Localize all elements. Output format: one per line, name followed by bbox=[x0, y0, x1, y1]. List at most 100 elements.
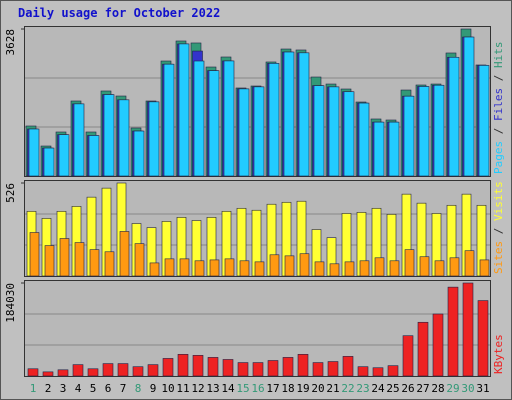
bar bbox=[149, 262, 160, 277]
x-tick-label: 20 bbox=[311, 382, 324, 395]
y-tick-label: 184030 bbox=[4, 283, 17, 323]
x-tick-label: 1 bbox=[30, 382, 37, 395]
bar bbox=[387, 365, 399, 377]
bar bbox=[358, 102, 370, 177]
x-tick-label: 24 bbox=[371, 382, 385, 395]
x-tick-label: 3 bbox=[60, 382, 67, 395]
bar bbox=[372, 367, 384, 377]
bar bbox=[192, 355, 204, 377]
x-tick-label: 26 bbox=[401, 382, 414, 395]
bar bbox=[479, 259, 490, 277]
bar bbox=[179, 258, 190, 277]
bar bbox=[404, 249, 415, 277]
bar bbox=[224, 258, 235, 277]
bar bbox=[194, 260, 205, 277]
bar bbox=[253, 86, 265, 177]
x-tick-label: 4 bbox=[75, 382, 82, 395]
legend-separator: / bbox=[492, 68, 505, 88]
bar bbox=[314, 261, 325, 277]
x-tick-label: 17 bbox=[266, 382, 279, 395]
bar bbox=[478, 65, 490, 177]
bar bbox=[103, 94, 115, 177]
legend-entry: Hits bbox=[492, 42, 505, 69]
x-tick-label: 2 bbox=[45, 382, 52, 395]
bar bbox=[267, 360, 279, 377]
bar bbox=[297, 354, 309, 377]
y-tick-label: 526 bbox=[4, 183, 17, 203]
bar bbox=[43, 147, 55, 177]
bar bbox=[117, 363, 129, 377]
x-tick-label: 10 bbox=[161, 382, 174, 395]
bar bbox=[237, 362, 249, 377]
bar bbox=[254, 261, 265, 277]
bar bbox=[374, 257, 385, 277]
bar bbox=[463, 36, 475, 177]
bar bbox=[449, 257, 460, 277]
bar bbox=[327, 361, 339, 377]
x-tick-label: 19 bbox=[296, 382, 309, 395]
bar bbox=[239, 260, 250, 277]
bar bbox=[417, 321, 429, 377]
bar bbox=[462, 282, 474, 377]
x-tick-label: 9 bbox=[150, 382, 157, 395]
bar bbox=[299, 253, 310, 277]
bar bbox=[402, 335, 414, 377]
panel bbox=[24, 280, 491, 377]
x-tick-label: 18 bbox=[281, 382, 294, 395]
bar bbox=[238, 88, 250, 177]
bar bbox=[72, 364, 84, 377]
bar bbox=[298, 52, 310, 177]
bar bbox=[163, 63, 175, 177]
bar bbox=[388, 121, 400, 177]
bar bbox=[164, 258, 175, 277]
bar bbox=[268, 63, 280, 177]
x-tick-label: 14 bbox=[221, 382, 235, 395]
bar bbox=[343, 91, 355, 177]
bar bbox=[464, 250, 475, 277]
x-tick-label: 5 bbox=[90, 382, 97, 395]
bar bbox=[74, 242, 85, 277]
bar bbox=[28, 128, 40, 177]
x-tick-label: 22 bbox=[341, 382, 354, 395]
bar bbox=[29, 232, 40, 277]
x-tick-label: 8 bbox=[135, 382, 142, 395]
x-tick-label: 25 bbox=[386, 382, 399, 395]
bar bbox=[133, 130, 145, 177]
bar bbox=[434, 260, 445, 277]
x-tick-label: 13 bbox=[206, 382, 219, 395]
bar bbox=[119, 231, 130, 277]
bar bbox=[313, 85, 325, 177]
bar bbox=[193, 60, 205, 177]
bar bbox=[403, 95, 415, 177]
legend: Sites / Visits bbox=[492, 181, 505, 274]
legend-entry: Files bbox=[492, 88, 505, 121]
bar bbox=[447, 286, 459, 377]
bar bbox=[328, 86, 340, 177]
bar bbox=[283, 51, 295, 177]
bar bbox=[73, 103, 85, 177]
bar bbox=[252, 362, 264, 377]
x-tick-label: 30 bbox=[461, 382, 474, 395]
bar bbox=[284, 255, 295, 277]
bar bbox=[373, 121, 385, 177]
x-tick-label: 29 bbox=[446, 382, 459, 395]
bar bbox=[148, 101, 160, 177]
bar bbox=[269, 254, 280, 277]
x-tick-label: 7 bbox=[120, 382, 127, 395]
legend-separator: / bbox=[492, 221, 505, 241]
legend: KBytes bbox=[492, 334, 505, 374]
bar bbox=[104, 251, 115, 277]
bar bbox=[432, 313, 444, 377]
bar bbox=[58, 134, 70, 177]
legend-entry: Sites bbox=[492, 241, 505, 274]
x-tick-label: 28 bbox=[431, 382, 444, 395]
legend-entry: Pages bbox=[492, 141, 505, 174]
x-tick-label: 27 bbox=[416, 382, 429, 395]
bar bbox=[418, 86, 430, 177]
legend-entry: Visits bbox=[492, 181, 505, 221]
bar bbox=[344, 261, 355, 277]
bar bbox=[178, 43, 190, 177]
x-tick-label: 31 bbox=[476, 382, 489, 395]
bar bbox=[147, 364, 159, 377]
x-tick-label: 23 bbox=[356, 382, 369, 395]
